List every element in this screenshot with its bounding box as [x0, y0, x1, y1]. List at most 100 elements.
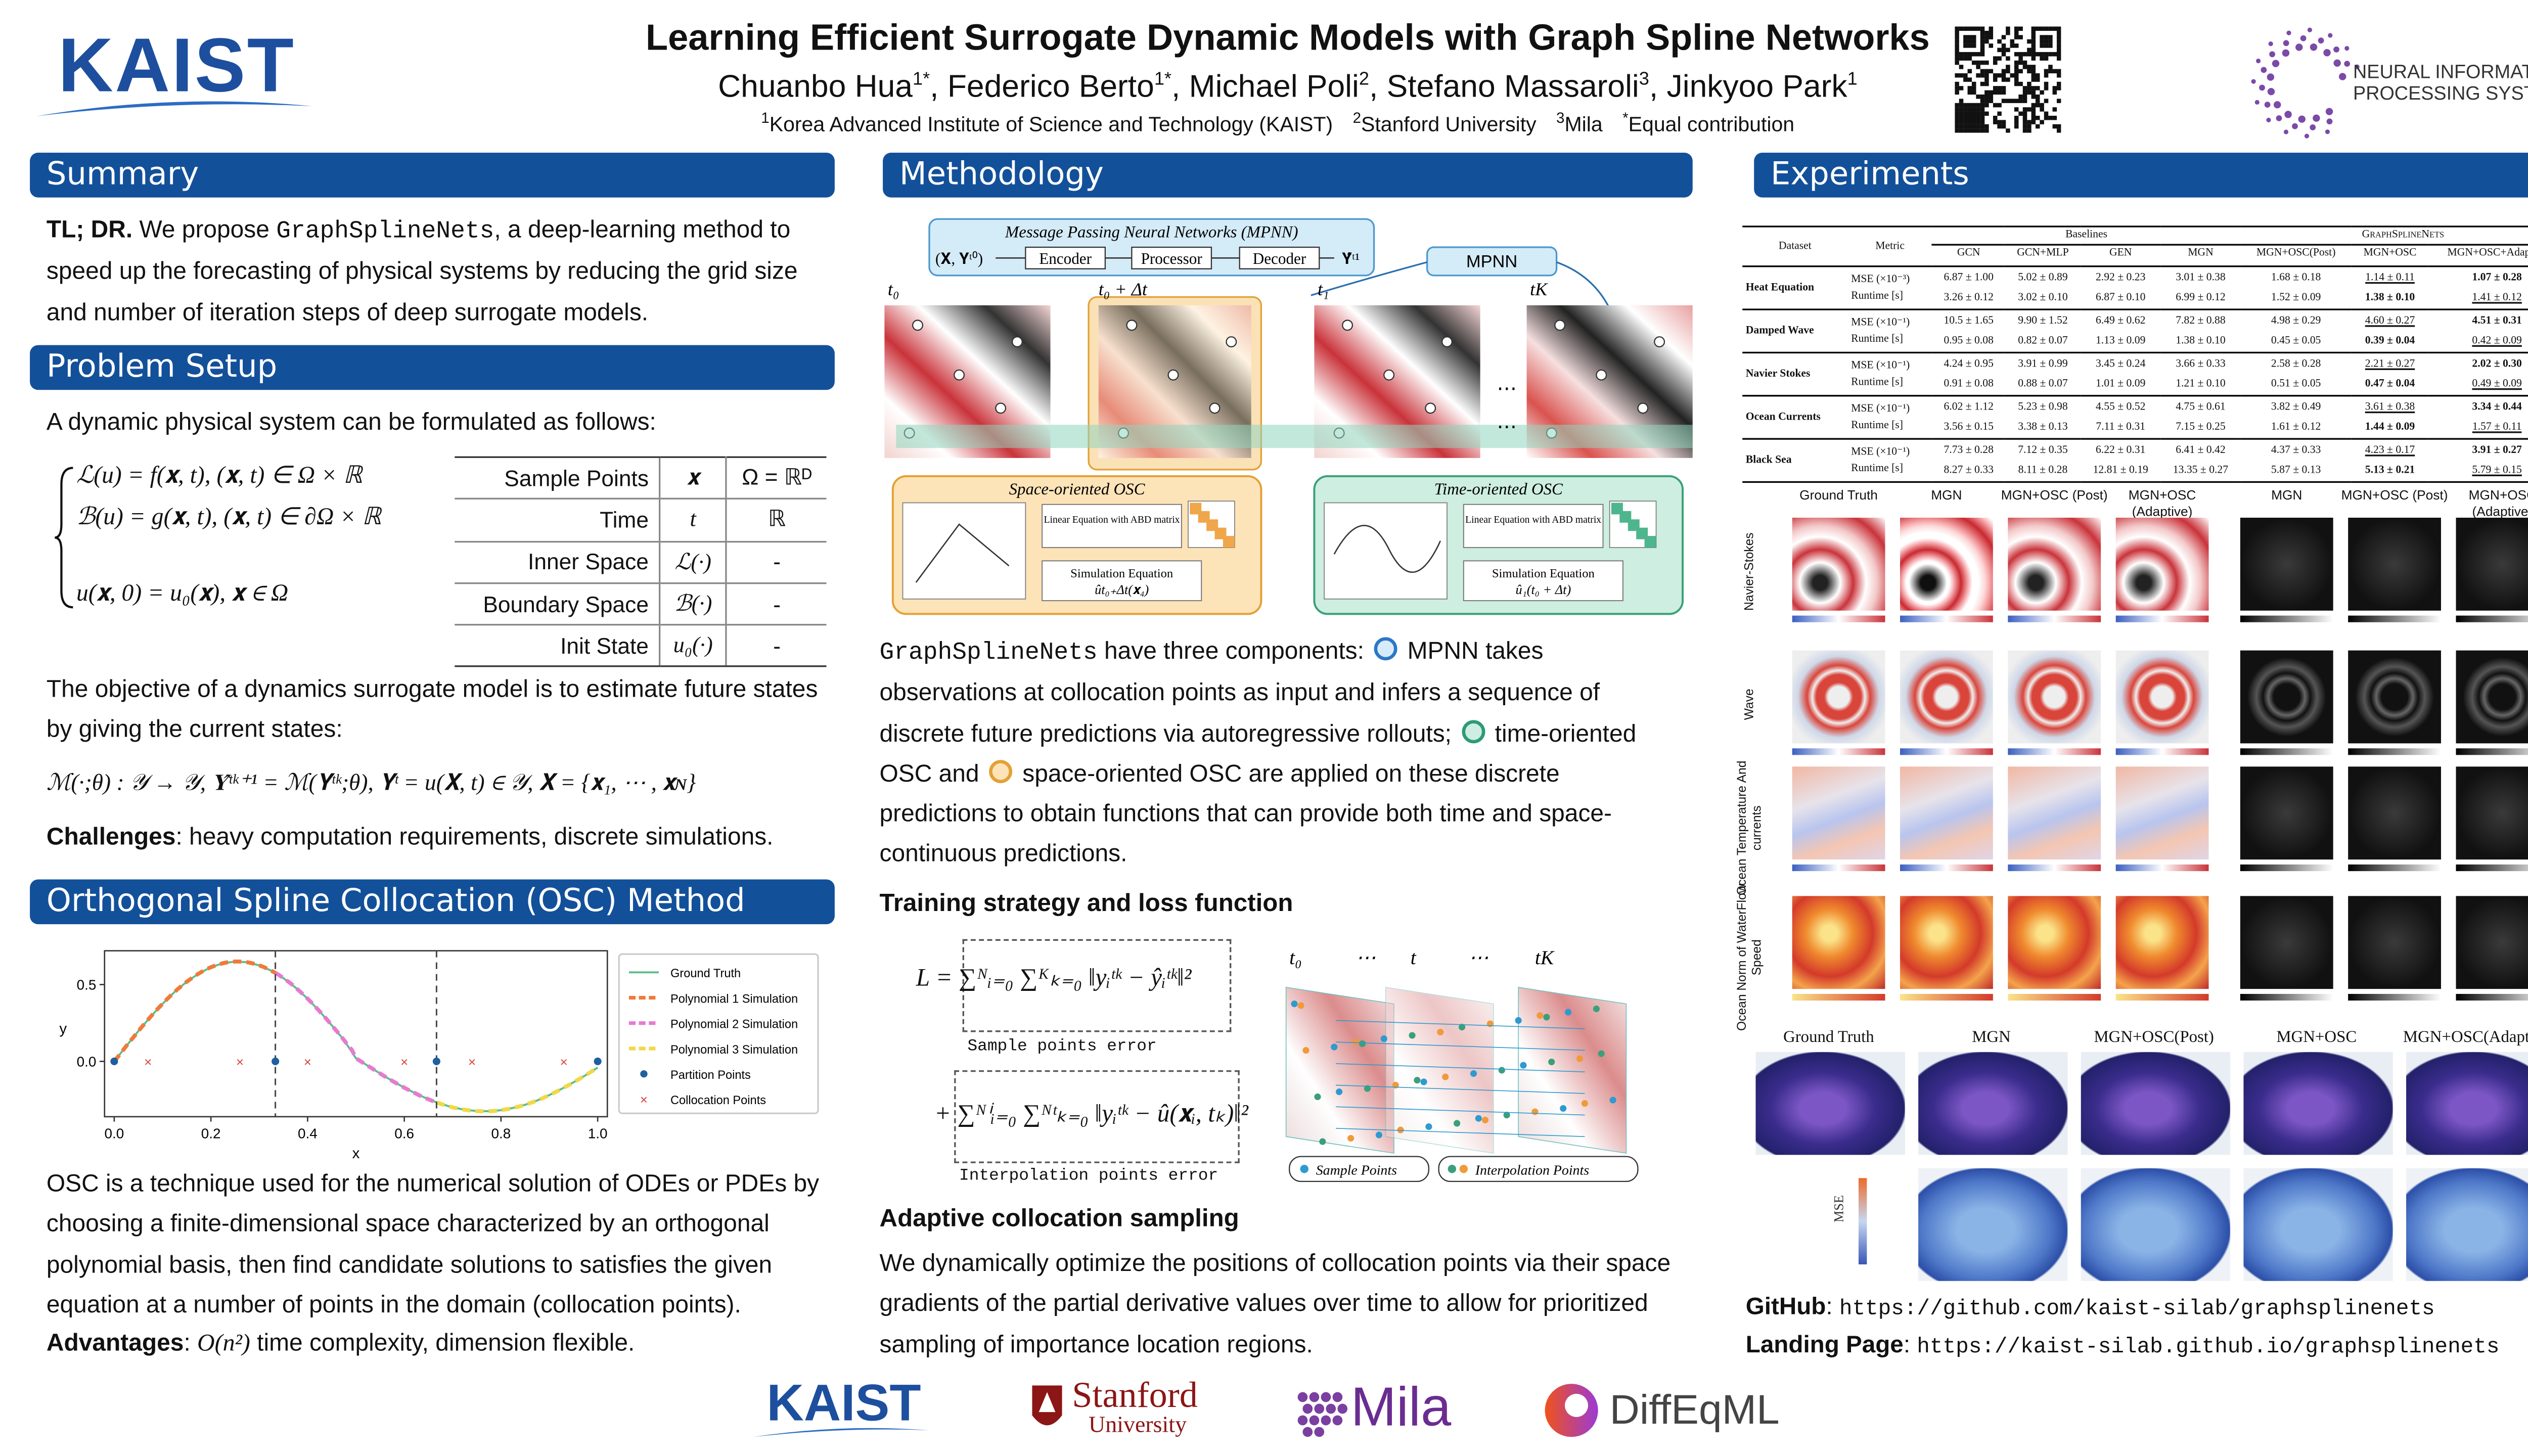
qr-cell	[2040, 26, 2044, 31]
qr-cell	[1993, 56, 1998, 61]
cell: 1.01 ± 0.09	[2095, 378, 2146, 390]
separator: ,	[1369, 70, 1378, 105]
abd-block	[1223, 536, 1235, 548]
column-header: GCN+MLP	[2017, 246, 2069, 258]
eq: u(𝐱, 0) = u₀(𝐱), 𝐱 ∈ Ω	[76, 580, 289, 608]
sea-tile	[2406, 1052, 2528, 1155]
qr-cell	[2044, 35, 2049, 39]
link[interactable]: https://kaist-silab.github.io/graphsplin…	[1917, 1334, 2500, 1359]
point	[1375, 1131, 1382, 1139]
cell: 2.92 ± 0.23	[2095, 271, 2146, 283]
text: space-oriented OSC are applied on these …	[879, 761, 1612, 869]
loss-term: + ∑ᴺⁱᵢ₌₀ ∑ᴺᵗₖ₌₀ ‖yᵢᵗᵏ − û(𝐱ᵢ, tₖ)‖²	[934, 1102, 1248, 1128]
fig-time: t	[1411, 946, 1417, 969]
cell: 8.27 ± 0.33	[1944, 464, 1994, 476]
cell: 0.51 ± 0.05	[2271, 378, 2321, 390]
colorbar	[2240, 748, 2333, 755]
summary-text: TL; DR. We propose GraphSplineNets, a de…	[47, 211, 840, 334]
circle	[1565, 1393, 1588, 1417]
dataset: Damped Wave	[1745, 325, 1814, 337]
colorbar	[1900, 615, 1993, 622]
point	[1565, 1009, 1572, 1016]
row: Navier Stokes MSE (×10⁻¹) 4.24 ± 0.95 3.91 …	[1742, 352, 2528, 379]
collocation-point: ×	[400, 1054, 408, 1069]
metric: Runtime [s]	[1851, 289, 1903, 301]
separator: ,	[1171, 70, 1181, 105]
qr-cell	[1997, 103, 2002, 108]
sea-tile	[1918, 1052, 2068, 1155]
qr-cell	[2001, 69, 2006, 74]
qr-cell	[1955, 30, 1959, 35]
cell: 3.34 ± 0.44	[2472, 400, 2522, 413]
metric: Runtime [s]	[1851, 462, 1903, 474]
logo-dot	[2300, 35, 2307, 41]
logo-dot	[2272, 60, 2280, 67]
point	[1593, 1005, 1600, 1013]
qr-cell	[2056, 39, 2061, 44]
logo-dot	[2344, 61, 2351, 67]
qr-cell	[2056, 124, 2061, 129]
sea-error	[1755, 1168, 1905, 1281]
node	[1554, 320, 1566, 331]
mpnn-label: MPNN	[1466, 252, 1517, 271]
qr-cell	[2014, 43, 2019, 48]
cell: 3.01 ± 0.38	[2176, 271, 2226, 283]
qr-cell	[2022, 60, 2027, 65]
logo-dot	[2333, 59, 2341, 67]
cell: 0.47 ± 0.04	[2365, 378, 2415, 390]
y-tick-label: 0.5	[77, 977, 97, 992]
row: Ocean Currents MSE (×10⁻¹) 6.02 ± 1.12 5.23…	[1742, 396, 2528, 423]
cell: 1.38 ± 0.10	[2176, 335, 2226, 347]
legend-label: Polynomial 2 Simulation	[670, 1018, 798, 1031]
logo-dot	[2269, 51, 2276, 58]
qr-cell	[1976, 103, 1980, 108]
logo-dot	[2310, 43, 2318, 51]
qr-cell	[1984, 60, 1989, 65]
lead: TL; DR.	[46, 217, 133, 244]
logo-dot	[2318, 37, 2324, 44]
cell: 6.41 ± 0.42	[2176, 443, 2226, 456]
result-tile	[2456, 766, 2528, 860]
qr-cell	[1976, 120, 1980, 124]
cell: 0.49 ± 0.09	[2472, 378, 2522, 390]
sea-error	[1918, 1168, 2068, 1281]
fig-time: tK	[1535, 946, 1555, 969]
cell: 4.98 ± 0.29	[2271, 314, 2321, 326]
author: Federico Berto	[947, 70, 1154, 105]
loss-term: L = ∑ᴺᵢ₌₀ ∑ᴷₖ₌₀ ‖yᵢᵗᵏ − ŷᵢᵗᵏ‖²	[916, 966, 1192, 992]
qr-cell	[1967, 124, 1972, 129]
row: Black Sea MSE (×10⁻¹) 7.73 ± 0.28 7.12 ± 0.…	[1742, 439, 2528, 466]
legend-frame	[618, 953, 819, 1114]
cell: 2.02 ± 0.30	[2472, 357, 2522, 370]
logo-dot	[2355, 64, 2360, 69]
qr-cell	[2014, 52, 2019, 57]
partition-point	[432, 1057, 440, 1065]
qr-cell	[2001, 77, 2006, 82]
qr-cell	[2001, 43, 2006, 48]
qr-cell	[2048, 52, 2053, 57]
link[interactable]: https://github.com/kaist-silab/graphspli…	[1839, 1296, 2435, 1321]
qr-cell	[2014, 107, 2019, 112]
cell: 4.37 ± 0.33	[2271, 443, 2321, 456]
qr-cell	[2014, 35, 2019, 39]
qr-cell	[2031, 103, 2036, 108]
legend-pill	[1438, 1156, 1639, 1182]
qr-cell	[1980, 124, 1985, 129]
qr-cell	[2031, 30, 2036, 35]
qr-cell	[1976, 111, 1980, 116]
colorbar	[1792, 615, 1885, 622]
qr-cell	[2044, 111, 2049, 116]
qr-cell	[1989, 35, 1994, 39]
cell: -	[727, 625, 827, 668]
qr-cell	[1963, 35, 1968, 39]
point	[1598, 1050, 1605, 1057]
point	[1291, 1000, 1298, 1008]
qr-cell	[1971, 81, 1976, 86]
qr-cell	[1997, 39, 2002, 44]
qr-cell	[1997, 90, 2002, 95]
qr-cell	[1993, 60, 1998, 65]
logo-dot	[2344, 46, 2350, 51]
qr-cell	[2010, 99, 2015, 103]
cell: 1.52 ± 0.09	[2271, 292, 2321, 304]
